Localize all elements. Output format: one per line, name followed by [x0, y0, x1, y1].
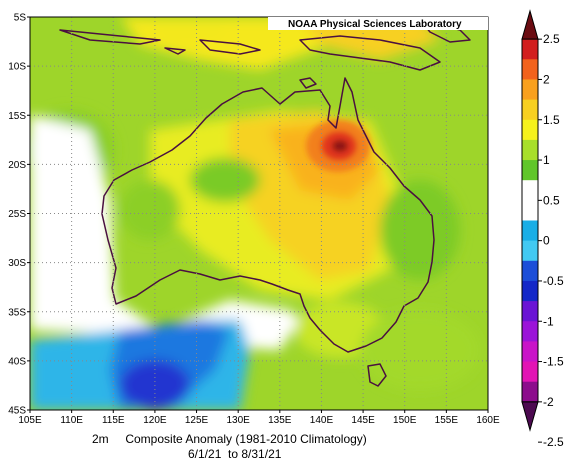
colorbar-swatch [522, 361, 538, 383]
colorbar-swatch [522, 79, 538, 101]
colorbar-label: 0 [543, 234, 550, 248]
caption-variable: 2m [92, 432, 109, 446]
colorbar-swatch [522, 99, 538, 121]
lon-tick-label: 135E [268, 415, 292, 426]
colorbar-swatch [522, 381, 538, 403]
lon-tick-label: 120E [143, 415, 167, 426]
colorbar-swatch [522, 39, 538, 60]
lat-tick-label: 40S [8, 356, 26, 367]
colorbar-swatch [522, 341, 538, 363]
source-box [268, 17, 488, 30]
lon-tick-label: 160E [476, 415, 500, 426]
lon-tick-label: 130E [227, 415, 251, 426]
colorbar-swatch [522, 59, 538, 80]
lon-tick-label: 105E [18, 415, 42, 426]
colorbar-label: 1.5 [543, 113, 560, 127]
colorbar-label: 2 [543, 72, 550, 86]
lat-tick-label: 10S [8, 62, 26, 73]
colorbar-swatch [522, 160, 538, 181]
colorbar-min-arrow [521, 401, 539, 432]
caption-title: Composite Anomaly (1981-2010 Climatology… [125, 432, 367, 446]
lon-tick-label: 155E [435, 415, 459, 426]
colorbar-label: -2.5 [543, 435, 564, 449]
latitude-axis: 5S 10S 15S 20S 25S 30S 35S 40S 45S [8, 13, 30, 417]
lat-tick-label: 20S [8, 160, 26, 171]
colorbar-label: -1.5 [543, 355, 564, 369]
colorbar-swatch [522, 180, 538, 201]
lat-tick-label: 30S [8, 258, 26, 269]
caption-dates: 6/1/21 to 8/31/21 [188, 447, 282, 461]
colorbar-frame [521, 38, 539, 403]
longitude-axis: 105E 110E 115E 120E 125E 130E 135E 140E 145E 150E… [18, 410, 500, 426]
lat-tick-label: 15S [8, 111, 26, 122]
colorbar-swatch [522, 220, 538, 242]
colorbar-swatch [522, 240, 538, 262]
lon-tick-label: 125E [185, 415, 209, 426]
colorbar: 2.5 2 1.5 1 0.5 0 -0.5 -1 -1.5 -2 -2.5 [521, 9, 564, 449]
lat-tick-label: 25S [8, 209, 26, 220]
lon-tick-label: 145E [351, 415, 375, 426]
colorbar-swatch [522, 301, 538, 322]
colorbar-label: 2.5 [543, 32, 560, 46]
colorbar-swatch [522, 321, 538, 342]
colorbar-swatch [522, 119, 538, 141]
colorbar-label: -2 [543, 395, 554, 409]
lat-tick-label: 5S [14, 13, 27, 24]
colorbar-max-arrow [521, 9, 539, 40]
colorbar-label: -0.5 [543, 274, 564, 288]
lat-tick-label: 35S [8, 307, 26, 318]
lat-tick-label: 45S [8, 406, 26, 417]
lon-tick-label: 110E [60, 415, 83, 426]
lon-tick-label: 140E [310, 415, 334, 426]
colorbar-label: -1 [543, 314, 554, 328]
colorbar-swatch [522, 200, 538, 221]
graticule [30, 17, 488, 410]
colorbar-label: 0.5 [543, 193, 560, 207]
colorbar-label: 1 [543, 153, 550, 167]
colorbar-swatch [522, 280, 538, 302]
colorbar-swatch [522, 260, 538, 282]
lon-tick-label: 150E [393, 415, 417, 426]
colorbar-swatch [522, 139, 538, 161]
lon-tick-label: 115E [102, 415, 125, 426]
caption-line-1: 2m Composite Anomaly (1981-2010 Climatol… [92, 432, 367, 446]
source-label: NOAA Physical Sciences Laboratory [288, 19, 462, 30]
